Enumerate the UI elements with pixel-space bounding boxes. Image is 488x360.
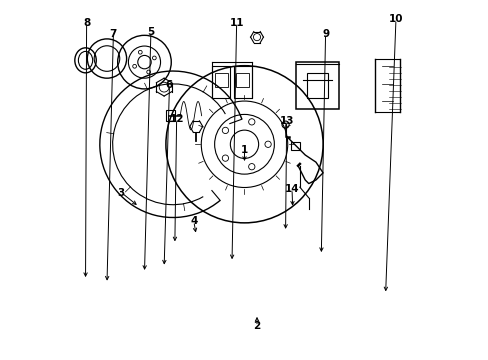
Text: 7: 7	[109, 28, 117, 39]
Text: 13: 13	[279, 116, 293, 126]
Text: 11: 11	[229, 18, 244, 28]
Bar	[290, 143, 299, 150]
Bar	[233, 66, 251, 98]
Text: 14: 14	[284, 184, 299, 194]
Text: 10: 10	[388, 14, 403, 24]
Bar	[306, 73, 328, 98]
Text: 4: 4	[190, 216, 197, 226]
Text: 2: 2	[253, 321, 260, 332]
Text: 8: 8	[83, 18, 90, 28]
Bar	[214, 73, 227, 87]
Text: 9: 9	[322, 28, 328, 39]
Text: 3: 3	[118, 188, 124, 198]
Bar	[296, 62, 339, 109]
Bar	[212, 66, 230, 98]
Bar	[165, 111, 175, 121]
Text: 5: 5	[147, 27, 154, 37]
Text: 6: 6	[165, 80, 173, 90]
Bar	[236, 73, 248, 87]
Text: 1: 1	[241, 145, 247, 155]
Text: 12: 12	[169, 114, 183, 124]
